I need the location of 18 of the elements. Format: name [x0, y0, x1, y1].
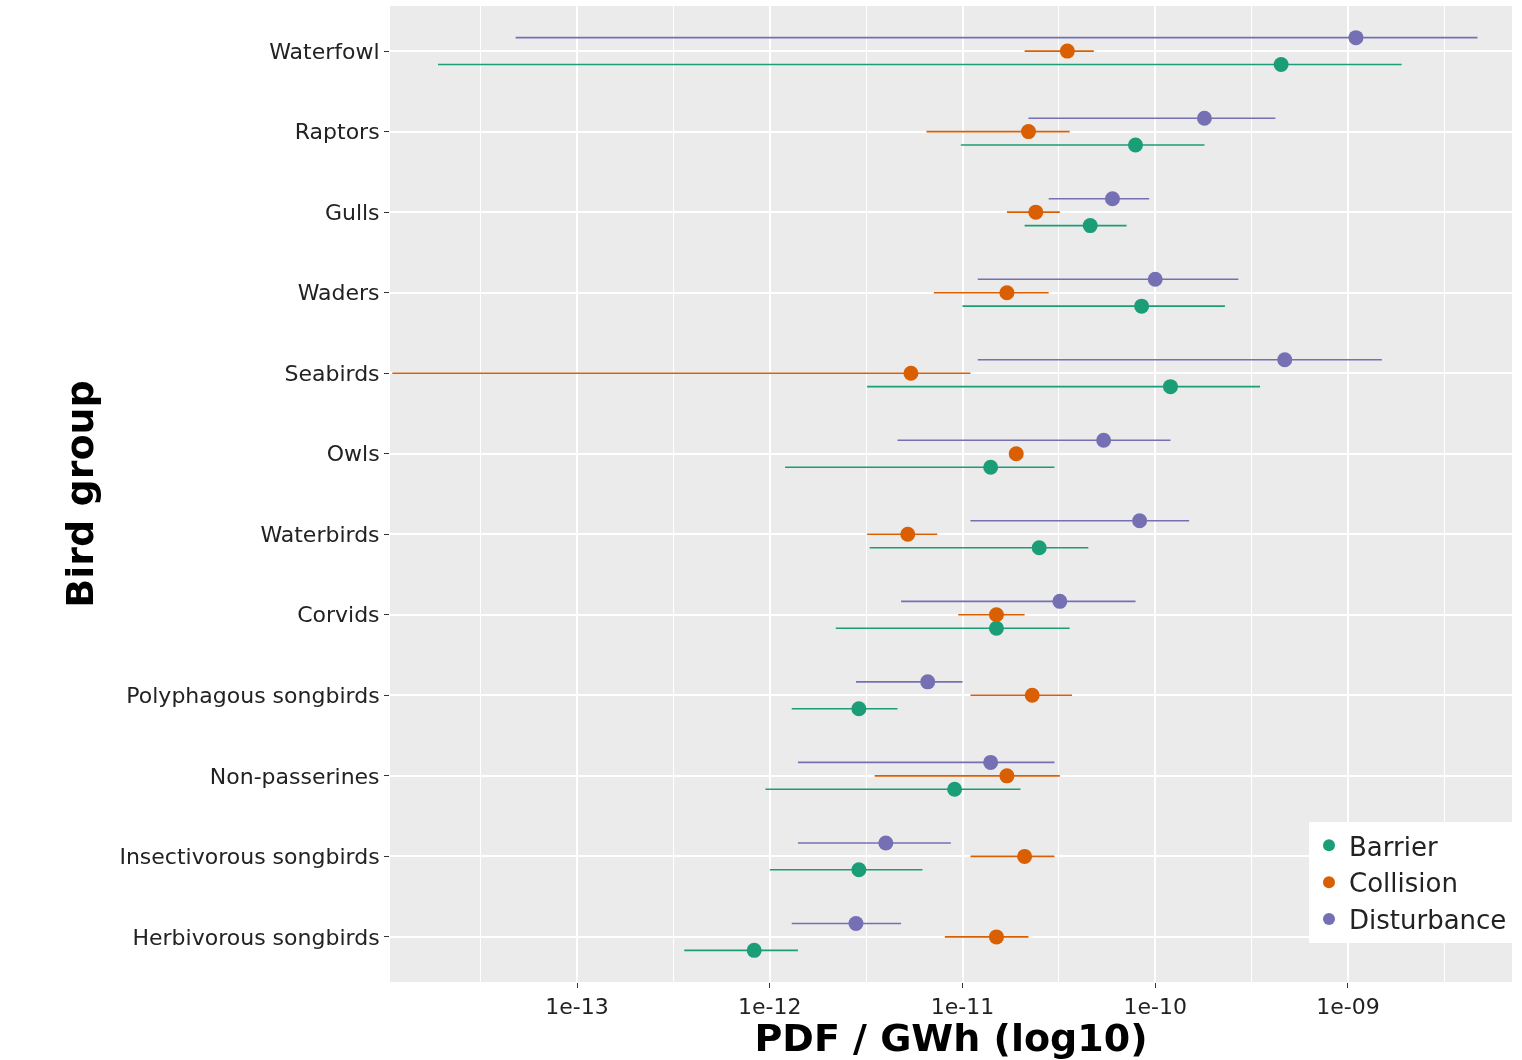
x-tick-label: 1e-13 — [545, 994, 609, 1020]
y-tick-label: Corvids — [297, 602, 380, 628]
y-tick-label: Polyphagous songbirds — [126, 683, 380, 709]
legend-label: Barrier — [1349, 831, 1438, 862]
y-tick-label: Owls — [326, 441, 380, 467]
y-tick-label: Non-passerines — [209, 763, 380, 789]
x-tick-label: 1e-09 — [1316, 994, 1380, 1020]
y-tick-label: Seabirds — [284, 360, 380, 386]
legend-label: Disturbance — [1349, 905, 1507, 936]
y-tick-label: Waterbirds — [260, 521, 380, 547]
y-tick-label: Gulls — [324, 199, 380, 225]
y-tick-label: Insectivorous songbirds — [119, 844, 380, 870]
y-tick-label: Raptors — [294, 119, 380, 145]
y-tick-label: Herbivorous songbirds — [132, 924, 380, 950]
y-tick-label: Waders — [297, 280, 380, 306]
y-tick-label: Waterfowl — [269, 38, 380, 64]
legend-label: Collision — [1349, 868, 1458, 899]
y-axis-title: Bird group — [57, 380, 102, 608]
